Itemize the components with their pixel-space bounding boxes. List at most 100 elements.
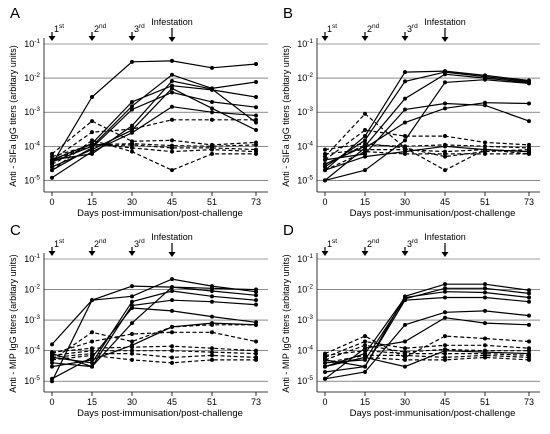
data-point: [210, 151, 214, 156]
series-line-9: [324, 129, 530, 161]
x-tick-label: 45: [440, 197, 450, 207]
series-line-12: [324, 354, 530, 364]
x-tick-label: 0: [322, 197, 327, 207]
data-point: [210, 147, 214, 152]
data-point: [170, 104, 174, 109]
x-tick-label: 51: [480, 397, 490, 407]
data-point: [363, 168, 367, 173]
data-point: [210, 117, 214, 122]
data-point: [527, 101, 531, 106]
series-line-13: [51, 139, 256, 171]
data-point: [170, 145, 174, 150]
series-line-5: [51, 299, 257, 368]
series-line-10: [324, 344, 529, 361]
series-line-2: [51, 278, 257, 382]
marker-arrow-head: [48, 251, 56, 256]
data-point: [403, 79, 407, 84]
x-tick-label: 51: [207, 197, 217, 207]
data-point: [323, 168, 327, 173]
series-line-6: [324, 317, 530, 380]
data-point: [170, 90, 174, 95]
data-point: [170, 288, 174, 293]
data-point: [323, 376, 327, 381]
series-line-12: [51, 142, 257, 165]
y-tick-label: 10-5: [24, 174, 40, 185]
data-point: [483, 286, 487, 291]
data-point: [403, 353, 407, 358]
marker-label: 1st: [327, 238, 337, 249]
marker-label: 2nd: [94, 238, 107, 249]
data-point: [210, 357, 214, 362]
y-tick-label: 10-3: [297, 314, 313, 325]
data-point: [90, 298, 94, 303]
data-point: [130, 59, 134, 64]
data-point: [527, 142, 531, 147]
data-point: [130, 299, 134, 304]
y-tick-label: 10-1: [297, 38, 313, 49]
series-line-3: [51, 286, 257, 368]
marker-label: 2nd: [367, 23, 380, 34]
marker-label: Infestation: [151, 232, 193, 242]
data-point: [527, 81, 531, 86]
data-point: [483, 321, 487, 326]
data-point: [90, 353, 94, 358]
y-tick-label: 10-3: [24, 106, 40, 117]
data-point: [323, 357, 327, 362]
data-point: [323, 157, 327, 162]
panel-b: B 10-1 10-2 10-3 10-4 10-5 0 15 30 45 51 73 Days pos…: [281, 5, 540, 219]
data-point: [254, 357, 258, 362]
data-point: [443, 134, 447, 139]
panel-c: C 10-1 10-2 10-3 10-4 10-5 0 15 30 45 51 73 Days pos…: [8, 222, 268, 419]
panel-letter: D: [283, 222, 294, 239]
x-tick-label: 0: [49, 197, 54, 207]
data-point: [254, 293, 258, 298]
series-line-5: [324, 310, 530, 380]
series-line-9: [51, 120, 257, 155]
data-point: [363, 128, 367, 133]
series-line-7: [324, 350, 530, 368]
data-point: [90, 364, 94, 369]
data-point: [170, 72, 174, 77]
data-point: [363, 134, 367, 139]
data-point: [527, 295, 531, 300]
data-point: [50, 154, 54, 159]
x-axis-label: Days post-immunisation/post-challenge: [77, 208, 243, 219]
data-point: [323, 147, 327, 152]
data-point: [50, 168, 54, 173]
series-line-9: [51, 331, 257, 355]
data-point: [50, 360, 54, 365]
data-point: [130, 99, 134, 104]
data-point: [90, 149, 94, 154]
data-point: [254, 339, 258, 344]
y-tick-label: 10-3: [297, 106, 313, 117]
series-line-10: [51, 142, 257, 158]
data-point: [443, 154, 447, 159]
data-point: [483, 282, 487, 287]
marker-label: 2nd: [94, 23, 107, 34]
y-tick-label: 10-2: [297, 72, 313, 83]
data-point: [443, 351, 447, 356]
data-point: [363, 348, 367, 353]
data-point: [483, 348, 487, 353]
data-point: [403, 346, 407, 351]
data-point: [483, 149, 487, 154]
y-tick-label: 10-2: [297, 284, 313, 295]
data-point: [170, 149, 174, 154]
y-tick-label: 10-2: [24, 72, 40, 83]
marker-label: 1st: [54, 238, 64, 249]
data-point: [403, 298, 407, 303]
series-line-8: [51, 119, 256, 161]
data-point: [403, 96, 407, 101]
data-point: [210, 99, 214, 104]
series-line-8: [51, 324, 256, 361]
y-tick-label: 10-3: [24, 314, 40, 325]
series-line-4: [51, 290, 257, 364]
y-tick-label: 10-1: [297, 253, 313, 264]
data-point: [170, 277, 174, 282]
data-point: [403, 145, 407, 150]
data-point: [323, 360, 327, 365]
series-line-11: [324, 148, 530, 155]
data-point: [527, 357, 531, 362]
data-point: [170, 298, 174, 303]
y-tick-label: 10-5: [24, 375, 40, 386]
